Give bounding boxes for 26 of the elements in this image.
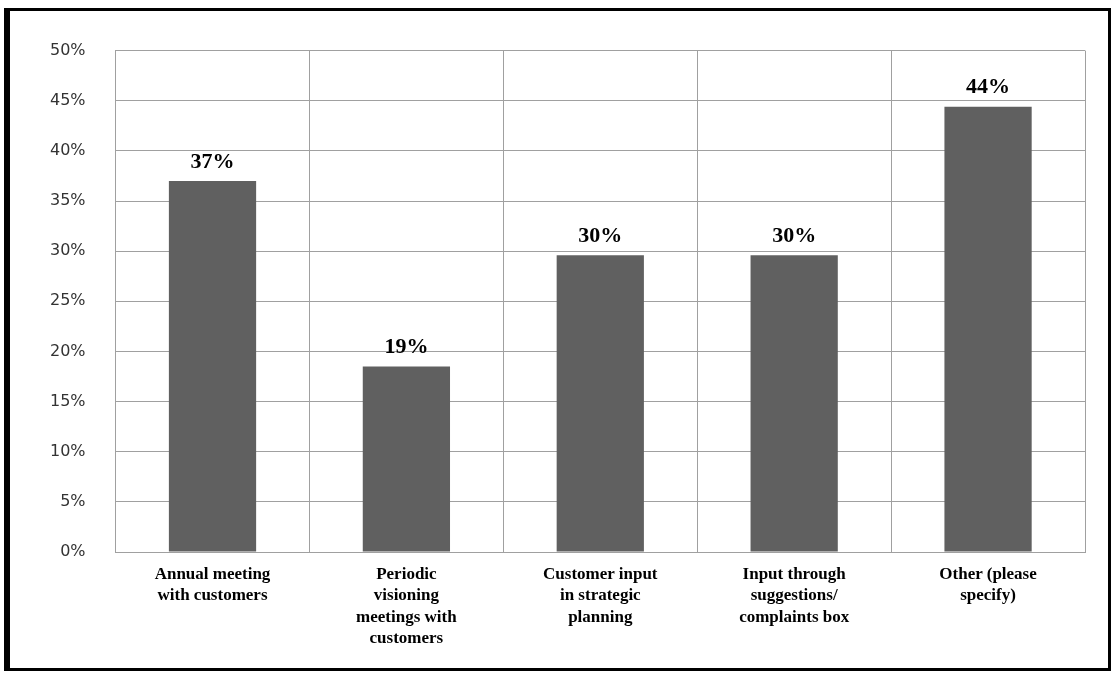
y-tick-label: 10%	[50, 440, 86, 460]
y-tick-label: 15%	[50, 390, 86, 410]
bar	[944, 106, 1032, 552]
y-tick-label: 30%	[50, 240, 86, 260]
x-tick-label: Other (please specify)	[939, 564, 1038, 605]
data-label: 30%	[772, 221, 817, 247]
bar	[556, 255, 644, 552]
y-tick-label: 35%	[50, 190, 86, 210]
y-tick-label: 25%	[50, 290, 86, 310]
x-tick-label: Customer input in strategic planning	[543, 564, 658, 626]
y-tick-label: 40%	[50, 140, 86, 160]
data-label: 19%	[384, 333, 429, 359]
data-label: 37%	[190, 147, 235, 173]
bar	[168, 180, 257, 552]
y-tick-label: 0%	[60, 541, 86, 561]
bar	[750, 255, 838, 552]
x-tick-label: Annual meeting with customers	[154, 564, 271, 605]
y-tick-label: 50%	[50, 39, 86, 59]
y-tick-label: 5%	[60, 491, 86, 511]
data-label: 44%	[966, 73, 1011, 99]
y-tick-label: 45%	[50, 89, 86, 109]
x-tick-label: Input through suggestions/ complaints box	[739, 564, 850, 626]
bar	[362, 366, 451, 552]
data-label: 30%	[578, 221, 623, 247]
x-tick-label: Periodic visioning meetings with customers	[356, 564, 458, 647]
y-tick-label: 20%	[50, 340, 86, 360]
